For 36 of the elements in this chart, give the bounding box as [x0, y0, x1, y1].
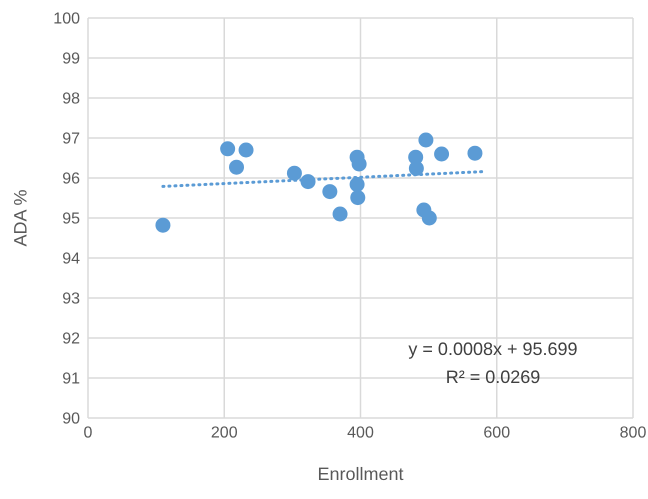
point	[238, 142, 254, 158]
y-tick-label: 91	[62, 370, 80, 388]
y-tick-label: 98	[62, 90, 80, 108]
point	[350, 176, 365, 192]
y-tick-label: 92	[62, 330, 80, 348]
point	[350, 190, 366, 206]
y-axis-title: ADA %	[10, 189, 30, 247]
annotation: R² = 0.0269	[444, 366, 542, 389]
point	[422, 210, 437, 226]
point	[286, 166, 302, 181]
point	[467, 146, 482, 161]
point	[332, 206, 348, 222]
x-tick-label: 600	[483, 424, 510, 442]
annotation: y = 0.0008x + 95.699	[407, 338, 579, 361]
y-tick-label: 93	[62, 290, 80, 308]
y-tick-label: 96	[62, 170, 80, 188]
y-tick-label: 90	[62, 410, 80, 428]
x-axis-title: Enrollment	[317, 464, 404, 484]
y-tick-label: 100	[53, 10, 80, 28]
x-tick-label: 400	[347, 424, 374, 442]
point	[322, 184, 338, 200]
point	[434, 146, 450, 162]
point	[408, 160, 424, 176]
point	[220, 141, 236, 156]
point	[229, 160, 244, 175]
x-tick-label: 200	[210, 424, 238, 442]
y-tick-label: 94	[62, 250, 80, 268]
point	[155, 218, 170, 233]
y-tick-label: 97	[62, 130, 80, 148]
point	[418, 132, 434, 148]
x-tick-label: 800	[620, 424, 646, 442]
y-tick-label: 99	[62, 50, 80, 68]
point	[300, 174, 316, 190]
y-tick-label: 95	[62, 210, 80, 228]
x-tick-label: 0	[84, 424, 93, 442]
point	[352, 156, 367, 172]
